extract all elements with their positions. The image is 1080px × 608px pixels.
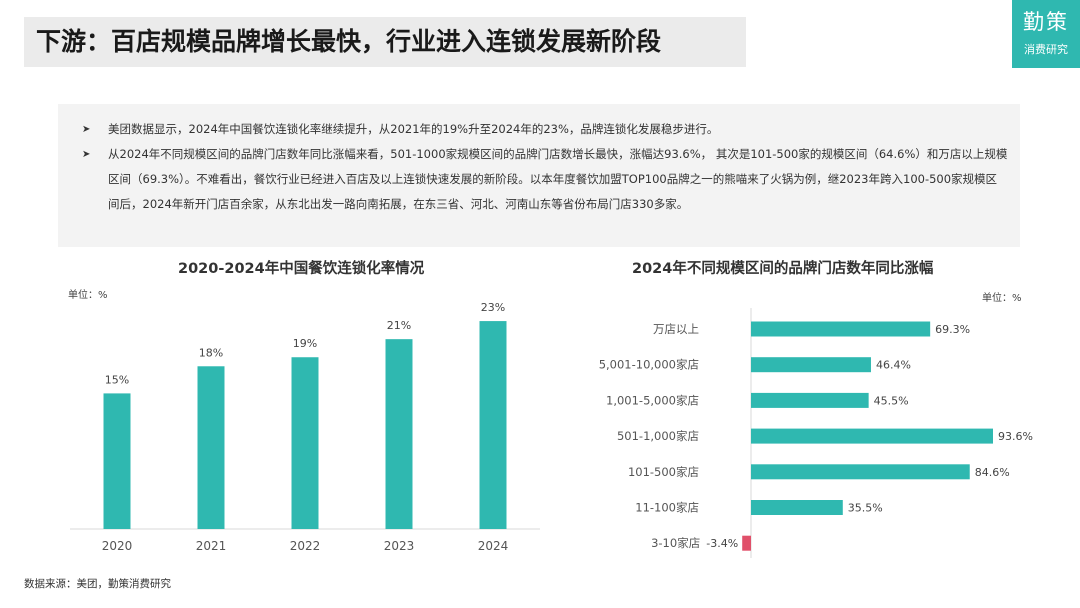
x-tick-label: 2024 — [478, 539, 509, 553]
bar — [385, 339, 413, 529]
bar — [751, 428, 993, 444]
bar — [291, 357, 319, 529]
x-tick-label: 2020 — [102, 539, 133, 553]
data-label: 23% — [481, 301, 505, 314]
logo-main-text: 勤策 — [1023, 10, 1069, 34]
data-label: 21% — [387, 319, 411, 332]
right-chart-title: 2024年不同规模区间的品牌门店数年同比涨幅 — [632, 261, 934, 277]
brand-logo: 勤策 消费研究 — [1012, 0, 1080, 68]
bar — [103, 393, 131, 529]
bar — [751, 464, 970, 480]
data-source: 数据来源：美团，勤策消费研究 — [24, 578, 171, 590]
left-chart-unit: 单位：% — [68, 290, 108, 301]
y-tick-label: 501-1,000家店 — [617, 429, 699, 443]
page-title: 下游：百店规模品牌增长最快，行业进入连锁发展新阶段 — [36, 27, 662, 56]
data-label: 45.5% — [874, 394, 909, 407]
summary-bullet-text: 从2024年不同规模区间的品牌门店数年同比涨幅来看，501-1000家规模区间的… — [108, 147, 1008, 211]
right-chart: 69.3% 万店以上 46.4% 5,001-10,000家店 45.5% 1,001-5… — [599, 308, 1033, 558]
bar — [751, 392, 869, 408]
bar — [197, 366, 225, 529]
data-label: 84.6% — [975, 466, 1010, 479]
right-chart-unit: 单位：% — [982, 293, 1022, 304]
data-label: 15% — [105, 373, 129, 386]
bar — [479, 321, 507, 529]
y-tick-label: 万店以上 — [653, 322, 699, 336]
bullet-arrow-icon: ➤ — [82, 149, 91, 160]
y-tick-label: 5,001-10,000家店 — [599, 358, 699, 372]
x-tick-label: 2022 — [290, 539, 321, 553]
summary-bullet-text: 美团数据显示，2024年中国餐饮连锁化率继续提升，从2021年的19%升至202… — [108, 122, 719, 136]
data-label: -3.4% — [706, 537, 738, 550]
y-tick-label: 3-10家店 — [651, 536, 700, 550]
logo-sub-text: 消费研究 — [1024, 43, 1068, 56]
data-label: 46.4% — [876, 359, 911, 372]
title-bar: 下游：百店规模品牌增长最快，行业进入连锁发展新阶段 — [24, 17, 746, 67]
x-tick-label: 2023 — [384, 539, 415, 553]
left-chart: 15% 2020 18% 2021 19% 2022 21% 2023 23% 2024 — [70, 301, 540, 553]
bar — [742, 535, 751, 551]
y-tick-label: 101-500家店 — [628, 465, 699, 479]
left-chart-title: 2020-2024年中国餐饮连锁化率情况 — [178, 261, 425, 277]
summary-box: ➤ 美团数据显示，2024年中国餐饮连锁化率继续提升，从2021年的19%升至2… — [58, 104, 1020, 247]
data-label: 18% — [199, 346, 223, 359]
x-tick-label: 2021 — [196, 539, 227, 553]
data-label: 93.6% — [998, 430, 1033, 443]
data-label: 19% — [293, 337, 317, 350]
data-label: 35.5% — [848, 502, 883, 515]
y-tick-label: 1,001-5,000家店 — [606, 393, 699, 407]
data-label: 69.3% — [935, 323, 970, 336]
bar — [751, 321, 931, 337]
bullet-arrow-icon: ➤ — [82, 124, 91, 135]
y-tick-label: 11-100家店 — [635, 501, 699, 515]
bar — [751, 500, 843, 515]
bar — [751, 357, 871, 373]
